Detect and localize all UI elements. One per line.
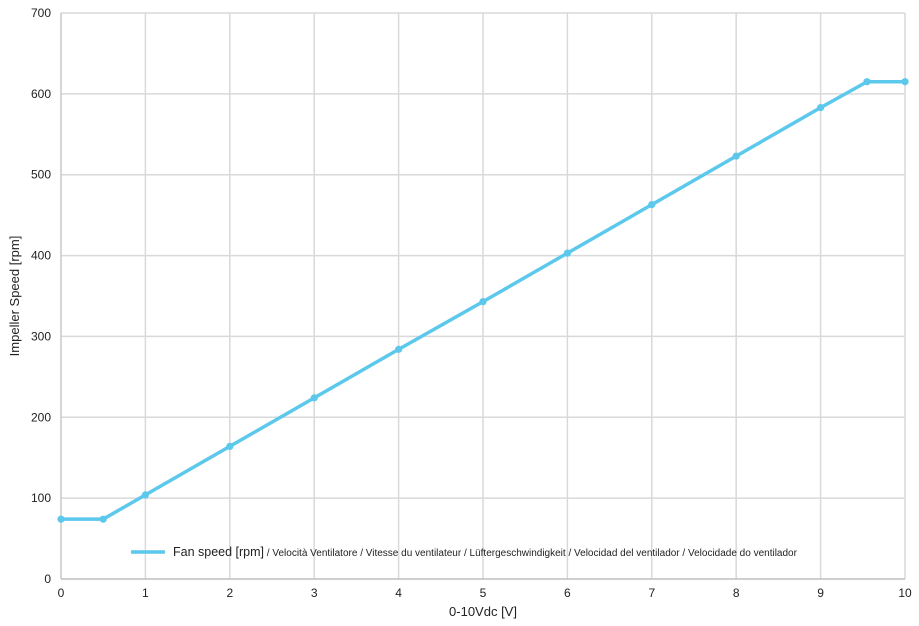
x-tick-label: 8: [733, 586, 740, 600]
x-axis-label: 0-10Vdc [V]: [449, 604, 517, 619]
legend: Fan speed [rpm] / Velocità Ventilatore /…: [131, 545, 798, 559]
data-point: [141, 491, 149, 499]
x-tick-label: 1: [142, 586, 149, 600]
x-tick-label: 3: [311, 586, 318, 600]
data-point: [863, 78, 871, 86]
legend-entry-main: Fan speed [rpm]: [173, 545, 264, 559]
x-tick-label: 4: [395, 586, 402, 600]
data-point: [226, 442, 234, 450]
x-tick-label: 0: [58, 586, 65, 600]
data-point: [817, 104, 825, 112]
data-point: [901, 78, 909, 86]
x-tick-label: 6: [564, 586, 571, 600]
y-tick-label: 200: [31, 410, 51, 424]
y-tick-label: 500: [31, 168, 51, 182]
x-tick-labels: 0 1 2 3 4 5 6 7 8 9 10: [58, 586, 912, 600]
data-point: [310, 394, 318, 402]
y-tick-label: 0: [44, 572, 51, 586]
y-axis-label: Impeller Speed [rpm]: [7, 236, 22, 357]
y-tick-label: 600: [31, 87, 51, 101]
data-point: [732, 152, 740, 160]
x-tick-label: 9: [817, 586, 824, 600]
x-tick-label: 2: [226, 586, 233, 600]
data-point: [563, 249, 572, 257]
y-tick-label: 100: [31, 491, 51, 505]
data-point: [648, 201, 656, 209]
data-point: [57, 515, 65, 523]
axes: [60, 13, 905, 580]
series-layer: [57, 78, 909, 523]
y-tick-label: 300: [31, 329, 51, 343]
x-tick-label: 7: [648, 586, 655, 600]
y-tick-label: 700: [31, 6, 51, 20]
y-tick-label: 400: [31, 249, 51, 263]
y-tick-labels: 0 100 200 300 400 500 600 700: [31, 6, 51, 586]
data-point: [479, 298, 487, 306]
data-point: [99, 515, 107, 523]
x-tick-label: 10: [898, 586, 912, 600]
x-tick-label: 5: [480, 586, 487, 600]
legend-entry: Fan speed [rpm] / Velocità Ventilatore /…: [173, 545, 798, 559]
grid-lines: [60, 12, 906, 579]
data-point: [395, 345, 403, 353]
legend-entry-translations: / Velocità Ventilatore / Vitesse du vent…: [264, 548, 798, 559]
